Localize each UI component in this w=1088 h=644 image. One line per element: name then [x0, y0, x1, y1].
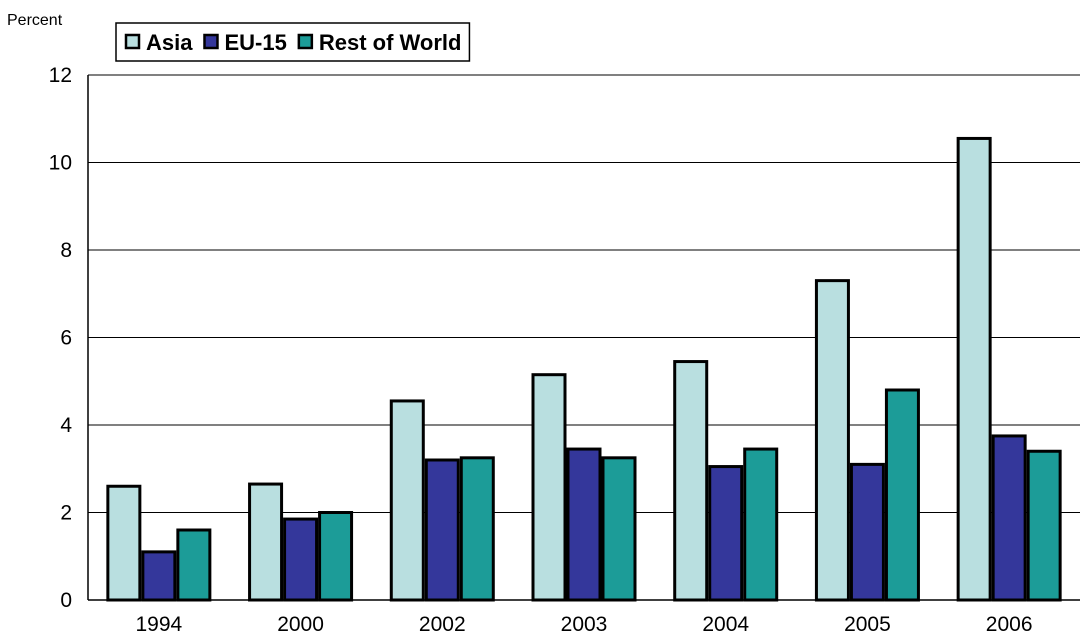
x-tick-label: 2004: [702, 613, 749, 636]
x-tick-label: 2005: [844, 613, 891, 636]
x-tick-label: 1994: [135, 613, 182, 636]
legend-swatch: [203, 33, 219, 50]
legend-swatch: [124, 33, 141, 50]
bar-eu-15-2002: [424, 458, 460, 602]
x-tick-label: 2006: [986, 613, 1033, 636]
legend-label: Asia: [146, 30, 193, 55]
bar-rest-of-world-2003: [601, 456, 637, 602]
bar-eu-15-2005: [849, 462, 885, 602]
bar-rest-of-world-2005: [884, 388, 920, 602]
x-tick-label: 2002: [419, 613, 466, 636]
y-tick-label: 6: [60, 327, 72, 350]
bar-eu-15-2006: [991, 434, 1027, 602]
legend-label: Rest of World: [319, 30, 462, 55]
bar-eu-15-1994: [141, 550, 177, 602]
y-tick-label: 10: [49, 152, 72, 175]
bar-asia-1994: [106, 484, 142, 602]
bar-rest-of-world-2002: [459, 456, 495, 602]
bar-eu-15-2004: [708, 465, 744, 602]
bar-asia-2003: [531, 373, 567, 602]
bar-rest-of-world-2000: [318, 511, 354, 602]
x-tick-label: 2003: [561, 613, 608, 636]
bar-rest-of-world-2006: [1026, 449, 1062, 602]
x-tick-labels: 1994 2000 2002 2003 2004 2005 2006: [135, 613, 1032, 636]
bar-rest-of-world-2004: [743, 447, 779, 602]
legend-swatch: [297, 33, 314, 50]
legend-box: [115, 22, 471, 62]
y-tick-label: 2: [60, 502, 72, 525]
bars: [106, 136, 1062, 602]
bar-asia-2002: [389, 399, 425, 602]
bar-eu-15-2003: [566, 447, 602, 602]
y-axis-label: Percent: [7, 12, 63, 29]
x-tick-label: 2000: [277, 613, 324, 636]
legend-label: EU-15: [224, 30, 286, 55]
y-tick-labels: 0 2 4 6 8 10 12: [49, 64, 73, 612]
bar-eu-15-2000: [283, 517, 319, 602]
bar-asia-2006: [956, 136, 992, 602]
legend: Asia EU-15 Rest of World: [115, 22, 471, 62]
y-tick-label: 12: [49, 64, 72, 87]
bar-asia-2004: [673, 360, 709, 602]
y-tick-label: 4: [60, 414, 72, 437]
bar-asia-2005: [814, 279, 850, 602]
y-tick-label: 0: [60, 589, 72, 612]
bar-rest-of-world-1994: [176, 528, 212, 602]
bar-asia-2000: [248, 482, 284, 602]
gridlines: [88, 74, 1080, 513]
y-tick-label: 8: [60, 239, 72, 262]
axes: [87, 75, 1080, 601]
